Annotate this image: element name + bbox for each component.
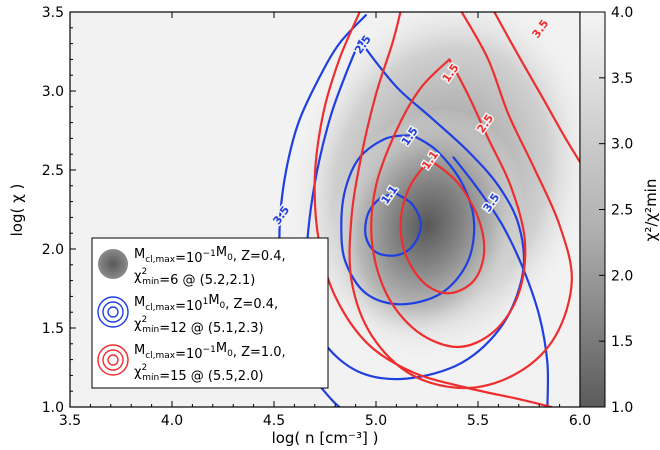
y-tick-label: 1.0 <box>42 400 64 416</box>
legend-entry-line1: Mcl,max=10−1M0, Z=0.4, <box>134 245 286 266</box>
colorbar-tick-label: 3.5 <box>611 71 633 87</box>
colorbar-tick-label: 1.5 <box>611 334 633 350</box>
y-axis: 1.0 1.5 2.0 2.5 3.0 3.5 <box>42 5 76 416</box>
y-tick-label: 3.5 <box>42 5 64 21</box>
blue-contour-2-5 <box>305 39 526 381</box>
legend-red-ring <box>107 354 119 366</box>
red-contour-1-5 <box>370 58 527 349</box>
y-tick-label: 3.0 <box>42 84 64 100</box>
legend-blue-ring <box>102 301 124 323</box>
red-contour-1-1 <box>399 161 486 295</box>
legend-entry-line2: χ2 min=15 @ (5.5,2.0) <box>134 363 264 384</box>
y-axis-title: log( χ ) <box>8 184 26 237</box>
x-tick-label: 5.5 <box>467 413 489 429</box>
legend-red-ring <box>102 349 124 371</box>
x-tick-label: 5.0 <box>365 413 387 429</box>
chi2-filled-density <box>287 12 580 365</box>
legend-blue-ring <box>107 306 119 318</box>
colorbar-axis: 1.0 1.5 2.0 2.5 3.0 3.5 4.0 <box>599 5 633 416</box>
legend-blue-ring <box>97 296 129 328</box>
blue-contour-3-5-b <box>452 156 550 407</box>
colorbar-tick-label: 3.0 <box>611 137 633 153</box>
colorbar-tick-label: 2.5 <box>611 203 633 219</box>
blue-contour-1-5 <box>340 134 476 306</box>
legend-red-ring <box>97 344 129 376</box>
legend-entry-line1: Mcl,max=101M0, Z=0.4, <box>134 293 278 314</box>
y-tick-label: 2.5 <box>42 163 64 179</box>
legend-entry-line2: χ2 min=12 @ (5.1,2.3) <box>134 315 264 336</box>
legend: Mcl,max=10−1M0, Z=0.4,χ2 min=6 @ (5.2,2.1… <box>91 237 329 389</box>
y-tick-label: 1.5 <box>42 321 64 337</box>
colorbar-tick-label: 4.0 <box>611 5 633 21</box>
legend-entry-line2: χ2 min=6 @ (5.2,2.1) <box>134 267 255 288</box>
x-tick-label: 4.5 <box>263 413 285 429</box>
legend-entry-line1: Mcl,max=10−1M0, Z=1.0, <box>134 341 286 362</box>
x-axis-title: log( n [cm⁻³] ) <box>272 429 379 447</box>
legend-box <box>91 237 329 389</box>
chi2-density-core <box>328 107 526 343</box>
x-tick-label: 4.0 <box>161 413 183 429</box>
red-contour-3-5 <box>493 12 580 164</box>
plot-area: 1.11.52.53.53.51.11.52.53.5 <box>269 12 580 407</box>
red-contour-3-5-b <box>313 12 553 407</box>
legend-filled-symbol <box>98 249 128 279</box>
x-tick-label: 3.5 <box>59 413 81 429</box>
x-tick-label: 6.0 <box>569 413 591 429</box>
y-tick-label: 2.0 <box>42 242 64 258</box>
colorbar-tick-label: 2.0 <box>611 268 633 284</box>
x-axis: 3.5 4.0 4.5 5.0 5.5 6.0 <box>59 12 591 429</box>
colorbar-tick-label: 1.0 <box>611 400 633 416</box>
colorbar-title: χ²/χ²min <box>642 179 660 242</box>
